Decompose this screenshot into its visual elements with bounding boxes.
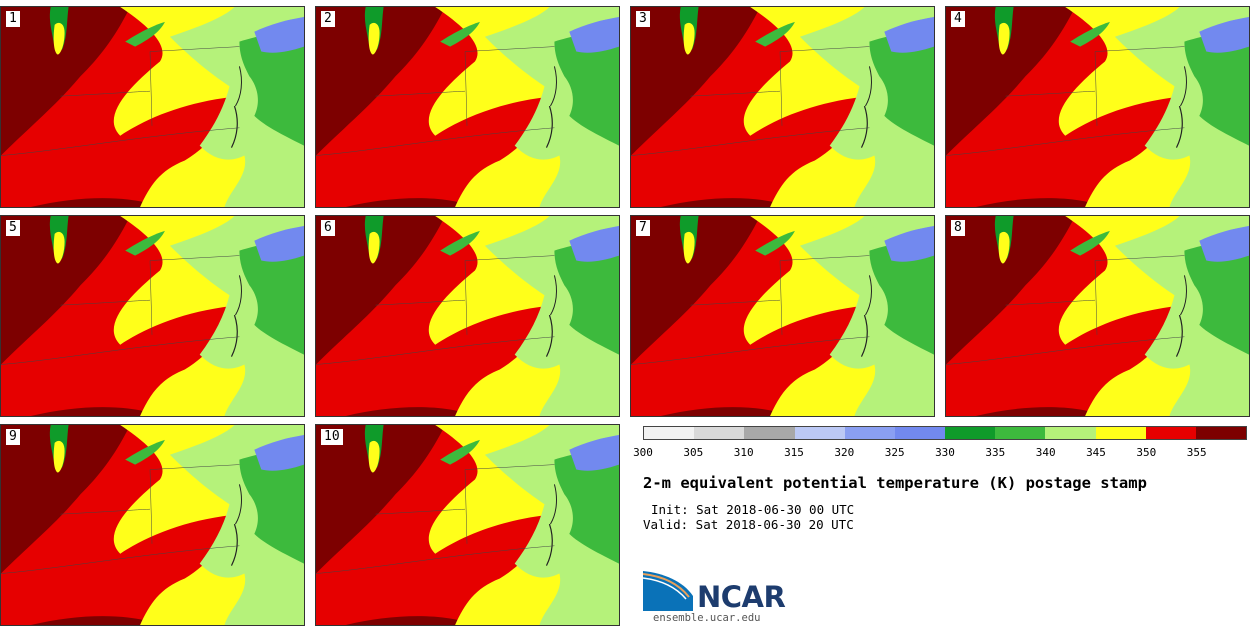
member-number: 3: [636, 11, 650, 27]
postage-stamp-panel: 9: [0, 424, 305, 626]
website-url[interactable]: ensemble.ucar.edu: [653, 612, 761, 624]
colorbar-tick-label: 340: [1035, 446, 1056, 459]
colorbar-segment: [794, 427, 845, 439]
temperature-map: [1, 425, 304, 625]
member-number: 8: [951, 220, 965, 236]
colorbar-tick-label: 325: [884, 446, 905, 459]
postage-stamp-panel: 3: [630, 6, 935, 208]
valid-time: Valid: Sat 2018-06-30 20 UTC: [643, 517, 854, 532]
colorbar-segment: [694, 427, 745, 439]
member-number: 1: [6, 11, 20, 27]
ncar-logo-text: NCAR: [697, 580, 786, 614]
member-number: 2: [321, 11, 335, 27]
colorbar-segment: [744, 427, 795, 439]
init-time: Init: Sat 2018-06-30 00 UTC: [651, 502, 855, 517]
ncar-logo-icon: [643, 571, 693, 611]
colorbar-tick-label: 320: [834, 446, 855, 459]
temperature-map: [1, 7, 304, 207]
member-number: 10: [321, 429, 343, 445]
colorbar-segment: [894, 427, 946, 439]
colorbar-tick-label: 315: [784, 446, 804, 459]
colorbar-tick-label: 305: [683, 446, 704, 459]
colorbar-tick-labels: 300 305 310 315 320 325 330 335 340 345 350 355: [633, 446, 1247, 460]
postage-stamp-panel: 2: [315, 6, 620, 208]
figure-title: 2-m equivalent potential temperature (K)…: [643, 474, 1147, 492]
member-number: 6: [321, 220, 335, 236]
postage-stamp-panel: 8: [945, 215, 1250, 417]
colorbar-segment: [1195, 427, 1247, 439]
colorbar-tick-label: 300: [633, 446, 653, 459]
temperature-map: [946, 216, 1249, 416]
colorbar: [643, 426, 1247, 440]
colorbar-segment: [844, 427, 895, 439]
postage-stamp-panel: 4: [945, 6, 1250, 208]
temperature-map: [631, 7, 934, 207]
colorbar-tick-label: 345: [1086, 446, 1106, 459]
temperature-map: [1, 216, 304, 416]
colorbar-tick-label: 355: [1186, 446, 1207, 459]
temperature-map: [316, 7, 619, 207]
postage-stamp-panel: 5: [0, 215, 305, 417]
member-number: 7: [636, 220, 650, 236]
temperature-map: [316, 425, 619, 625]
colorbar-tick-label: 350: [1136, 446, 1157, 459]
colorbar-segment: [1145, 427, 1196, 439]
colorbar-tick-label: 330: [935, 446, 955, 459]
temperature-map: [946, 7, 1249, 207]
colorbar-segment: [995, 427, 1046, 439]
colorbar-segment: [945, 427, 996, 439]
colorbar-segment: [1095, 427, 1146, 439]
postage-stamp-panel: 10: [315, 424, 620, 626]
member-number: 9: [6, 429, 20, 445]
colorbar-segment: [644, 427, 695, 439]
postage-stamp-panel: 7: [630, 215, 935, 417]
colorbar-tick-label: 310: [733, 446, 754, 459]
colorbar-tick-label: 335: [985, 446, 1006, 459]
postage-stamp-panel: 1: [0, 6, 305, 208]
member-number: 5: [6, 220, 20, 236]
temperature-map: [631, 216, 934, 416]
colorbar-segment: [1045, 427, 1096, 439]
member-number: 4: [951, 11, 965, 27]
postage-stamp-panel: 6: [315, 215, 620, 417]
temperature-map: [316, 216, 619, 416]
